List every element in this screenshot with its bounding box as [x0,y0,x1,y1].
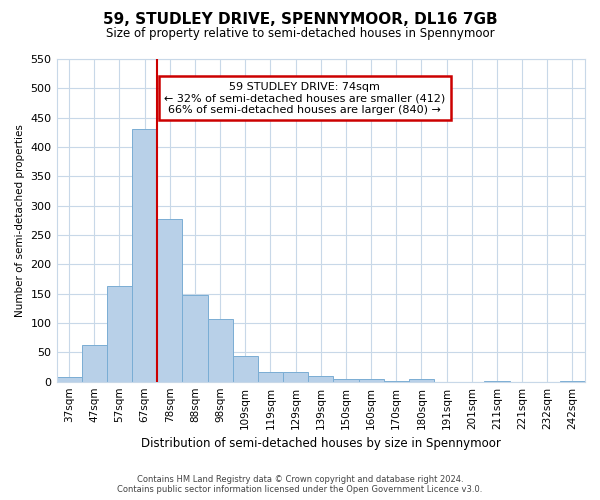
Y-axis label: Number of semi-detached properties: Number of semi-detached properties [15,124,25,317]
Bar [308,376,334,382]
Text: 59, STUDLEY DRIVE, SPENNYMOOR, DL16 7GB: 59, STUDLEY DRIVE, SPENNYMOOR, DL16 7GB [103,12,497,28]
Text: 59 STUDLEY DRIVE: 74sqm
← 32% of semi-detached houses are smaller (412)
66% of s: 59 STUDLEY DRIVE: 74sqm ← 32% of semi-de… [164,82,446,115]
Bar [409,380,434,382]
Bar [56,377,82,382]
Bar [334,380,359,382]
Text: Contains HM Land Registry data © Crown copyright and database right 2024.
Contai: Contains HM Land Registry data © Crown c… [118,474,482,494]
Bar [208,319,233,382]
X-axis label: Distribution of semi-detached houses by size in Spennymoor: Distribution of semi-detached houses by … [141,437,501,450]
Bar [182,295,208,382]
Bar [258,372,283,382]
Bar [107,286,132,382]
Text: Size of property relative to semi-detached houses in Spennymoor: Size of property relative to semi-detach… [106,28,494,40]
Bar [82,346,107,382]
Bar [560,381,585,382]
Bar [157,219,182,382]
Bar [383,381,409,382]
Bar [283,372,308,382]
Bar [484,381,509,382]
Bar [233,356,258,382]
Bar [359,380,383,382]
Bar [132,130,157,382]
